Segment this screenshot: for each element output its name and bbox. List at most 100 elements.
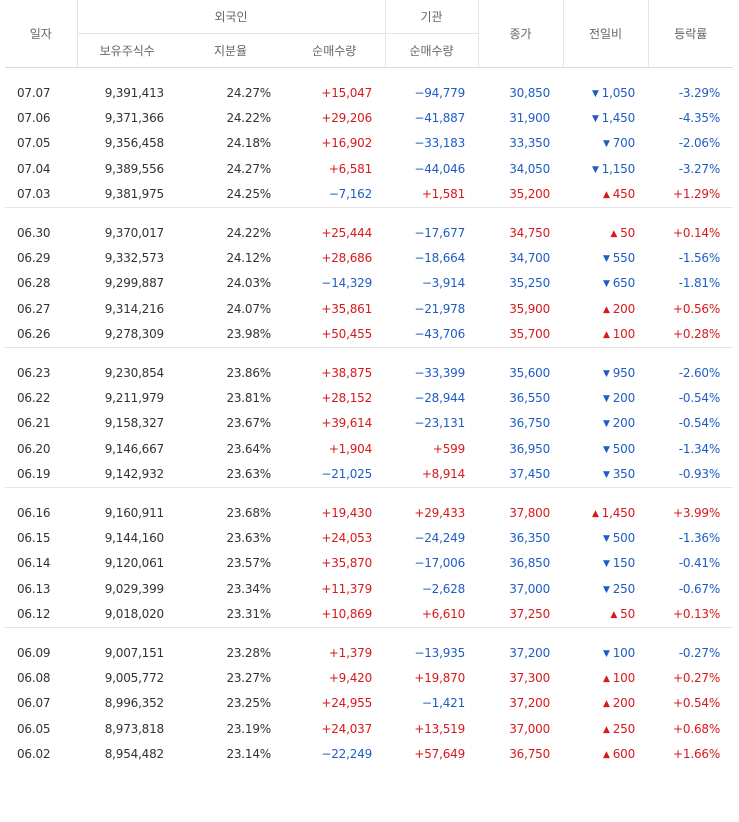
change-value: 450 [612, 187, 636, 202]
triangle-down-icon: ▼ [602, 533, 610, 544]
rate-cell: +3.99% [673, 505, 721, 520]
table-row: 06.05 8,973,818 23.19% +24,037 +13,519 37,000… [5, 716, 733, 741]
header-holdings: 보유주식수 [76, 33, 177, 68]
inst-net-cell: −41,887 [414, 111, 466, 126]
change-cell: ▲ 100 [563, 322, 648, 348]
table-row: 06.09 9,007,151 23.28% +1,379 −13,935 37,200 ▼… [5, 640, 733, 665]
holdings-cell: 9,005,772 [104, 670, 164, 685]
foreign-net-cell: −21,025 [321, 467, 373, 482]
rate-cell: -1.81% [678, 276, 721, 291]
share-cell: 23.28% [226, 645, 271, 660]
foreign-net-cell: +28,686 [321, 251, 373, 266]
change-cell: ▼ 1,050 [563, 80, 648, 105]
holdings-cell: 9,278,309 [104, 327, 164, 342]
foreign-net-cell: +24,053 [321, 530, 373, 545]
triangle-down-icon: ▼ [602, 368, 610, 379]
share-cell: 24.27% [226, 161, 271, 176]
date-cell: 07.06 [17, 111, 51, 126]
inst-net-cell: −33,399 [414, 365, 466, 380]
rate-cell: +0.68% [673, 721, 721, 736]
date-cell: 06.16 [17, 505, 51, 520]
table-header: 일자 외국인 기관 종가 전일비 등락률 보유주식수 지분율 순매수량 순매수량 [5, 0, 734, 68]
close-cell: 35,200 [509, 187, 551, 202]
holdings-cell: 9,120,061 [104, 556, 164, 571]
rate-cell: -3.27% [678, 161, 721, 176]
share-cell: 24.07% [226, 301, 271, 316]
change-value: 500 [612, 441, 636, 456]
rate-cell: -0.54% [678, 390, 721, 405]
share-cell: 24.22% [226, 111, 271, 126]
foreign-net-cell: +24,955 [321, 696, 373, 711]
header-foreign-net: 순매수량 [284, 33, 386, 68]
triangle-down-icon: ▼ [602, 444, 610, 455]
rate-cell: -2.60% [678, 365, 721, 380]
share-cell: 24.25% [226, 187, 271, 202]
holdings-cell: 9,381,975 [104, 187, 164, 202]
rate-cell: +0.13% [673, 607, 721, 622]
inst-net-cell: −44,046 [414, 161, 466, 176]
change-cell: ▼ 350 [563, 461, 648, 487]
change-value: 100 [612, 645, 636, 660]
holdings-cell: 9,370,017 [104, 225, 164, 240]
foreign-net-cell: +29,206 [321, 111, 373, 126]
date-cell: 06.21 [17, 416, 51, 431]
change-value: 150 [612, 556, 636, 571]
foreign-net-cell: −14,329 [321, 276, 373, 291]
change-value: 100 [612, 327, 636, 342]
triangle-down-icon: ▼ [591, 114, 599, 125]
change-cell: ▼ 200 [563, 385, 648, 410]
change-cell: ▲ 600 [563, 741, 648, 766]
table-row: 07.07 9,391,413 24.27% +15,047 −94,779 30,850… [5, 80, 733, 105]
date-cell: 06.02 [17, 747, 51, 762]
table-row: 07.04 9,389,556 24.27% +6,581 −44,046 34,050 ▼… [5, 156, 733, 181]
share-cell: 23.86% [226, 365, 271, 380]
change-value: 250 [612, 581, 636, 596]
date-cell: 06.19 [17, 467, 51, 482]
rate-cell: -0.93% [678, 467, 721, 482]
inst-net-cell: −17,006 [414, 556, 466, 571]
foreign-net-cell: −7,162 [328, 187, 373, 202]
foreign-net-cell: +1,904 [328, 441, 373, 456]
triangle-down-icon: ▼ [602, 393, 610, 404]
foreign-net-cell: +15,047 [321, 85, 373, 100]
share-cell: 24.22% [226, 225, 271, 240]
table-row: 06.20 9,146,667 23.64% +1,904 +599 36,950 ▼ 500… [5, 436, 733, 461]
table-row: 06.30 9,370,017 24.22% +25,444 −17,677 34,750… [5, 220, 733, 245]
holdings-cell: 9,142,932 [104, 467, 164, 482]
change-value: 500 [612, 530, 636, 545]
group-separator [5, 346, 734, 360]
triangle-up-icon: ▲ [602, 304, 610, 315]
share-cell: 23.57% [226, 556, 271, 571]
holdings-cell: 9,211,979 [104, 390, 164, 405]
header-inst-net: 순매수량 [384, 33, 479, 68]
inst-net-cell: −21,978 [414, 301, 466, 316]
close-cell: 37,300 [509, 670, 551, 685]
table-row: 06.12 9,018,020 23.31% +10,869 +6,610 37,250 ▲… [5, 601, 733, 627]
inst-net-cell: −28,944 [414, 390, 466, 405]
close-cell: 34,050 [509, 161, 551, 176]
header-change: 전일비 [562, 0, 649, 68]
table-row: 06.22 9,211,979 23.81% +28,152 −28,944 36,550… [5, 385, 733, 410]
change-value: 1,050 [601, 85, 636, 100]
change-cell: ▲ 250 [563, 716, 648, 741]
foreign-net-cell: +28,152 [321, 390, 373, 405]
triangle-down-icon: ▼ [602, 559, 610, 570]
foreign-net-cell: +25,444 [321, 225, 373, 240]
date-cell: 06.09 [17, 645, 51, 660]
close-cell: 36,750 [509, 747, 551, 762]
change-value: 200 [612, 416, 636, 431]
change-cell: ▼ 700 [563, 131, 648, 156]
change-cell: ▼ 150 [563, 551, 648, 576]
share-cell: 23.27% [226, 670, 271, 685]
share-cell: 24.03% [226, 276, 271, 291]
triangle-down-icon: ▼ [602, 419, 610, 430]
holdings-cell: 9,160,911 [104, 505, 164, 520]
change-value: 200 [612, 696, 636, 711]
foreign-net-cell: +9,420 [328, 670, 373, 685]
date-cell: 06.23 [17, 365, 51, 380]
close-cell: 37,450 [509, 467, 551, 482]
close-cell: 37,250 [509, 607, 551, 622]
close-cell: 37,800 [509, 505, 551, 520]
separator-cell [5, 68, 733, 81]
table-row: 06.21 9,158,327 23.67% +39,614 −23,131 36,750… [5, 411, 733, 436]
